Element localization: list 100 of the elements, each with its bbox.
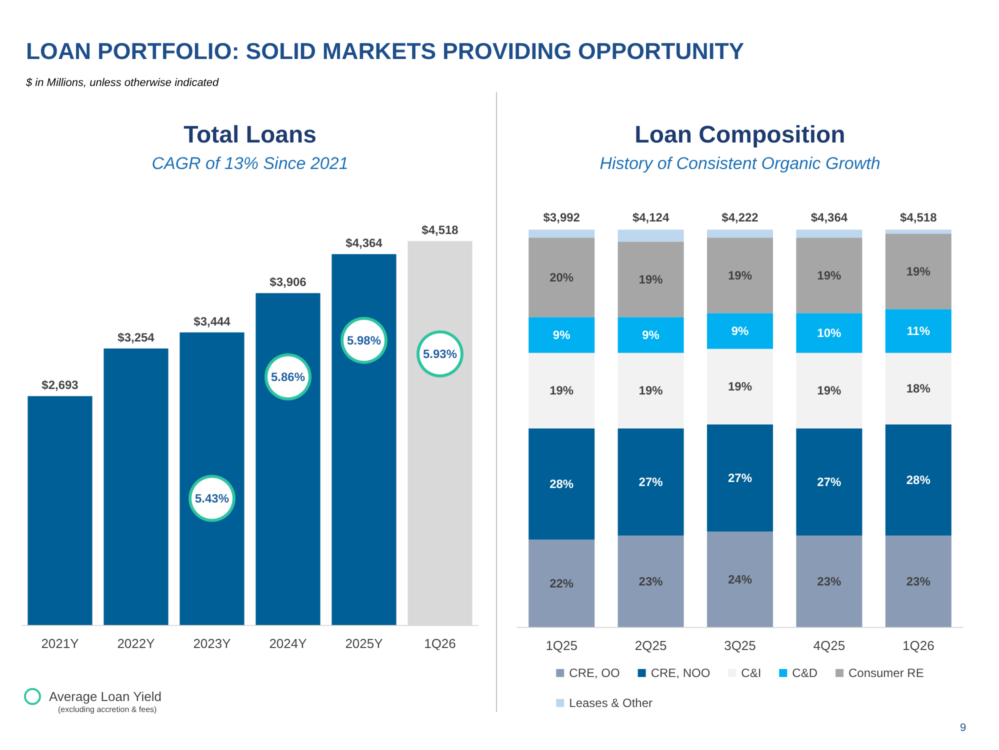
data-label: 19% [906,264,931,278]
annotation: $4,124 [632,210,670,225]
bar [706,230,774,238]
bar [706,424,774,532]
data-label: 19% [728,380,752,394]
bar [528,428,595,540]
data-label: 22% [550,576,574,590]
bar [885,536,952,627]
data-label: 23% [638,574,664,588]
x-tick-label: 1Q25 [546,638,578,653]
bar [618,317,684,353]
bar [618,428,684,536]
data-label: 11% [906,324,930,338]
bar [28,396,92,625]
legend-label: Leases & Other [569,696,653,710]
data-label: $3,906 [270,275,307,290]
x-tick-label: 2024Y [269,636,308,651]
annotation: 5.93% [422,346,458,361]
bar [528,317,595,353]
x-tick-label: 2025Y [345,636,384,651]
data-label: 9% [552,328,571,342]
x-tick-label: 2022Y [117,636,156,651]
bar [796,230,862,238]
data-label: $4,364 [346,236,383,250]
data-label: 19% [550,384,574,398]
bar [528,352,595,428]
bar [796,313,862,353]
annotation: $4,518 [900,210,938,225]
chart-title: Total Loans [184,122,316,148]
text: $ in Millions, unless otherwise indicated [26,77,219,89]
bar [885,352,952,424]
data-label: 19% [817,268,842,282]
data-label: $2,693 [42,378,79,392]
bar [256,293,320,625]
x-tick-label: 3Q25 [724,638,756,653]
x-tick-label: 4Q25 [813,638,846,653]
bar [706,532,774,627]
chart-subtitle: CAGR of 13% Since 2021 [152,154,348,173]
data-label: 19% [817,384,842,398]
x-tick-label: 2Q25 [634,638,667,653]
data-label: 28% [550,476,574,491]
bar [796,536,862,627]
data-label: 19% [638,384,664,398]
bar [528,540,595,627]
bar [618,352,684,428]
data-label: 10% [817,326,842,340]
bar [885,230,952,234]
data-label: 27% [817,474,842,489]
x-tick-label: 2023Y [193,636,232,651]
chart-title: Loan Composition [634,122,846,148]
data-label: 9% [642,328,660,342]
annotation: 5.86% [270,370,306,384]
text: 9 [960,722,966,734]
data-label: 28% [906,472,931,487]
bar [706,313,774,349]
data-label: $3,254 [118,330,155,344]
data-label: 24% [728,572,752,586]
legend-label: CRE, OO [569,666,620,680]
bar [796,352,862,428]
bar [332,254,396,625]
legend-label: CRE, NOO [650,666,710,680]
bar [706,238,774,314]
bar [104,348,168,625]
legend-label: Consumer RE [848,666,924,680]
data-label: 19% [638,272,664,286]
bar [618,536,684,627]
bar [706,348,774,424]
text: LOAN PORTFOLIO: SOLID MARKETS PROVIDING OPPORTUNITY [26,38,744,65]
data-label: $3,444 [194,314,231,328]
chart-subtitle: History of Consistent Organic Growth [600,154,880,173]
bar [618,230,684,242]
data-label: 20% [550,270,574,284]
data-label: 18% [906,382,931,396]
data-label: 23% [906,574,931,588]
legend-label: C&I [741,666,762,680]
annotation: 5.98% [346,333,382,348]
bar [528,238,595,318]
data-label: 19% [728,268,752,282]
annotation: $4,222 [722,210,759,225]
bar [885,234,952,310]
data-label: 27% [728,471,752,486]
text: (excluding accretion & fees) [58,705,157,714]
bar [528,230,595,238]
bar [885,424,952,536]
bar [618,242,684,318]
data-label: 27% [638,474,664,489]
annotation: $3,992 [543,210,580,225]
data-label: 9% [731,324,749,338]
bar [180,332,244,625]
data-label: 23% [817,574,842,588]
bar [796,238,862,314]
annotation: 5.43% [194,491,230,506]
x-tick-label: 1Q26 [902,638,934,653]
bar [796,428,862,536]
bar [885,309,952,353]
legend-label: C&D [792,666,818,680]
text: Average Loan Yield [49,689,162,704]
annotation: $4,364 [810,210,848,225]
x-tick-label: 2021Y [41,636,80,651]
data-label: $4,518 [422,223,459,238]
